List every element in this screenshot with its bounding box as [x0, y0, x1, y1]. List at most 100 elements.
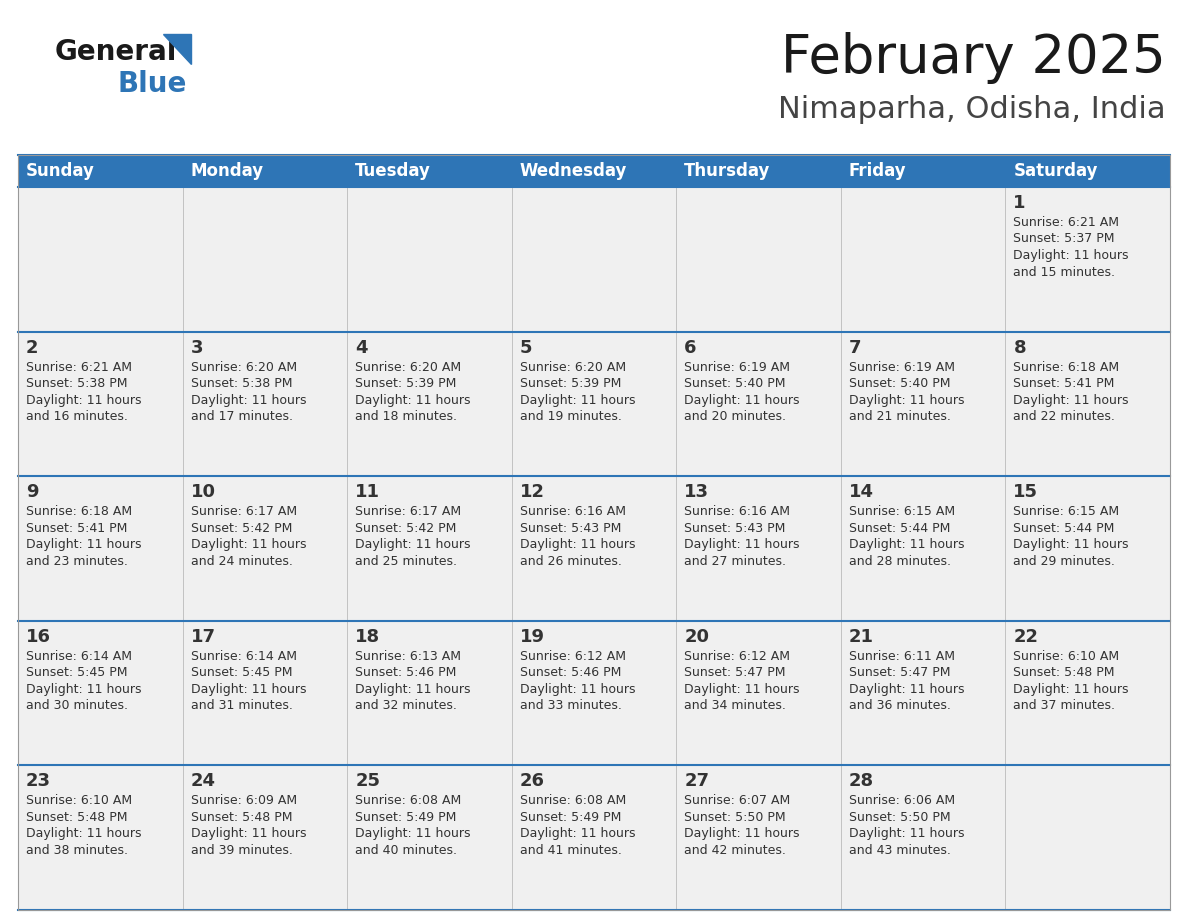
Text: and 43 minutes.: and 43 minutes.: [849, 844, 950, 856]
Text: and 23 minutes.: and 23 minutes.: [26, 554, 128, 567]
Text: Sunset: 5:43 PM: Sunset: 5:43 PM: [684, 521, 785, 534]
Text: Sunset: 5:40 PM: Sunset: 5:40 PM: [849, 377, 950, 390]
Text: Daylight: 11 hours: Daylight: 11 hours: [684, 394, 800, 407]
Text: Sunrise: 6:15 AM: Sunrise: 6:15 AM: [849, 505, 955, 518]
Text: General: General: [55, 38, 177, 66]
Text: Sunrise: 6:14 AM: Sunrise: 6:14 AM: [26, 650, 132, 663]
Text: Blue: Blue: [116, 70, 187, 98]
Text: Daylight: 11 hours: Daylight: 11 hours: [26, 394, 141, 407]
Text: and 33 minutes.: and 33 minutes.: [519, 700, 621, 712]
Text: Sunset: 5:47 PM: Sunset: 5:47 PM: [684, 666, 785, 679]
Text: Sunset: 5:44 PM: Sunset: 5:44 PM: [849, 521, 950, 534]
Text: Sunrise: 6:08 AM: Sunrise: 6:08 AM: [519, 794, 626, 808]
Text: Thursday: Thursday: [684, 162, 771, 180]
Text: 4: 4: [355, 339, 367, 356]
Text: Sunset: 5:44 PM: Sunset: 5:44 PM: [1013, 521, 1114, 534]
Bar: [512, 621, 676, 766]
Text: Daylight: 11 hours: Daylight: 11 hours: [355, 538, 470, 551]
Bar: [18, 621, 183, 766]
Text: Sunrise: 6:18 AM: Sunrise: 6:18 AM: [1013, 361, 1119, 374]
Text: and 32 minutes.: and 32 minutes.: [355, 700, 457, 712]
Text: Sunset: 5:45 PM: Sunset: 5:45 PM: [26, 666, 127, 679]
Bar: [841, 476, 1005, 621]
Text: Daylight: 11 hours: Daylight: 11 hours: [190, 538, 307, 551]
Text: Sunrise: 6:17 AM: Sunrise: 6:17 AM: [355, 505, 461, 518]
Bar: [18, 155, 183, 187]
Text: and 38 minutes.: and 38 minutes.: [26, 844, 128, 856]
Bar: [676, 476, 841, 621]
Text: Sunrise: 6:20 AM: Sunrise: 6:20 AM: [190, 361, 297, 374]
Text: Sunset: 5:47 PM: Sunset: 5:47 PM: [849, 666, 950, 679]
Text: Sunrise: 6:19 AM: Sunrise: 6:19 AM: [684, 361, 790, 374]
Bar: [512, 187, 676, 331]
Text: 1: 1: [1013, 194, 1026, 212]
Text: and 18 minutes.: and 18 minutes.: [355, 410, 457, 423]
Text: Sunset: 5:48 PM: Sunset: 5:48 PM: [190, 811, 292, 823]
Bar: [183, 766, 347, 910]
Text: and 21 minutes.: and 21 minutes.: [849, 410, 950, 423]
Text: Daylight: 11 hours: Daylight: 11 hours: [849, 683, 965, 696]
Bar: [18, 155, 1170, 910]
Text: Sunrise: 6:10 AM: Sunrise: 6:10 AM: [26, 794, 132, 808]
Text: 8: 8: [1013, 339, 1026, 356]
Text: 22: 22: [1013, 628, 1038, 645]
Bar: [512, 766, 676, 910]
Text: Daylight: 11 hours: Daylight: 11 hours: [190, 394, 307, 407]
Text: 16: 16: [26, 628, 51, 645]
Text: Sunset: 5:43 PM: Sunset: 5:43 PM: [519, 521, 621, 534]
Text: 26: 26: [519, 772, 545, 790]
Text: Daylight: 11 hours: Daylight: 11 hours: [26, 683, 141, 696]
Text: Sunrise: 6:16 AM: Sunrise: 6:16 AM: [684, 505, 790, 518]
Bar: [1005, 621, 1170, 766]
Text: and 30 minutes.: and 30 minutes.: [26, 700, 128, 712]
Text: Sunset: 5:37 PM: Sunset: 5:37 PM: [1013, 232, 1114, 245]
Text: Tuesday: Tuesday: [355, 162, 431, 180]
Text: Sunday: Sunday: [26, 162, 95, 180]
Text: and 37 minutes.: and 37 minutes.: [1013, 700, 1116, 712]
Text: and 28 minutes.: and 28 minutes.: [849, 554, 950, 567]
Text: Sunset: 5:40 PM: Sunset: 5:40 PM: [684, 377, 785, 390]
Text: Daylight: 11 hours: Daylight: 11 hours: [355, 683, 470, 696]
Text: Daylight: 11 hours: Daylight: 11 hours: [26, 827, 141, 840]
Text: Sunrise: 6:18 AM: Sunrise: 6:18 AM: [26, 505, 132, 518]
Text: Sunrise: 6:12 AM: Sunrise: 6:12 AM: [684, 650, 790, 663]
Text: and 20 minutes.: and 20 minutes.: [684, 410, 786, 423]
Text: Daylight: 11 hours: Daylight: 11 hours: [684, 827, 800, 840]
Bar: [676, 331, 841, 476]
Text: Daylight: 11 hours: Daylight: 11 hours: [1013, 683, 1129, 696]
Text: Nimaparha, Odisha, India: Nimaparha, Odisha, India: [778, 95, 1165, 125]
Text: Sunrise: 6:21 AM: Sunrise: 6:21 AM: [26, 361, 132, 374]
Bar: [347, 155, 512, 187]
Text: 23: 23: [26, 772, 51, 790]
Text: and 16 minutes.: and 16 minutes.: [26, 410, 128, 423]
Text: and 19 minutes.: and 19 minutes.: [519, 410, 621, 423]
Text: Saturday: Saturday: [1013, 162, 1098, 180]
Bar: [512, 476, 676, 621]
Text: Sunset: 5:46 PM: Sunset: 5:46 PM: [519, 666, 621, 679]
Text: Sunset: 5:49 PM: Sunset: 5:49 PM: [519, 811, 621, 823]
Text: Sunset: 5:38 PM: Sunset: 5:38 PM: [26, 377, 127, 390]
Text: Sunrise: 6:08 AM: Sunrise: 6:08 AM: [355, 794, 461, 808]
Text: 6: 6: [684, 339, 697, 356]
Bar: [512, 155, 676, 187]
Text: and 41 minutes.: and 41 minutes.: [519, 844, 621, 856]
Bar: [1005, 155, 1170, 187]
Text: 12: 12: [519, 483, 545, 501]
Text: and 42 minutes.: and 42 minutes.: [684, 844, 786, 856]
Text: Sunrise: 6:17 AM: Sunrise: 6:17 AM: [190, 505, 297, 518]
Bar: [841, 155, 1005, 187]
Bar: [1005, 187, 1170, 331]
Text: Sunrise: 6:13 AM: Sunrise: 6:13 AM: [355, 650, 461, 663]
Text: and 24 minutes.: and 24 minutes.: [190, 554, 292, 567]
Polygon shape: [163, 34, 191, 64]
Text: 19: 19: [519, 628, 545, 645]
Bar: [512, 331, 676, 476]
Text: Daylight: 11 hours: Daylight: 11 hours: [190, 683, 307, 696]
Text: and 40 minutes.: and 40 minutes.: [355, 844, 457, 856]
Text: Sunset: 5:50 PM: Sunset: 5:50 PM: [849, 811, 950, 823]
Text: Sunrise: 6:09 AM: Sunrise: 6:09 AM: [190, 794, 297, 808]
Text: Sunset: 5:50 PM: Sunset: 5:50 PM: [684, 811, 786, 823]
Text: 13: 13: [684, 483, 709, 501]
Text: 5: 5: [519, 339, 532, 356]
Text: Monday: Monday: [190, 162, 264, 180]
